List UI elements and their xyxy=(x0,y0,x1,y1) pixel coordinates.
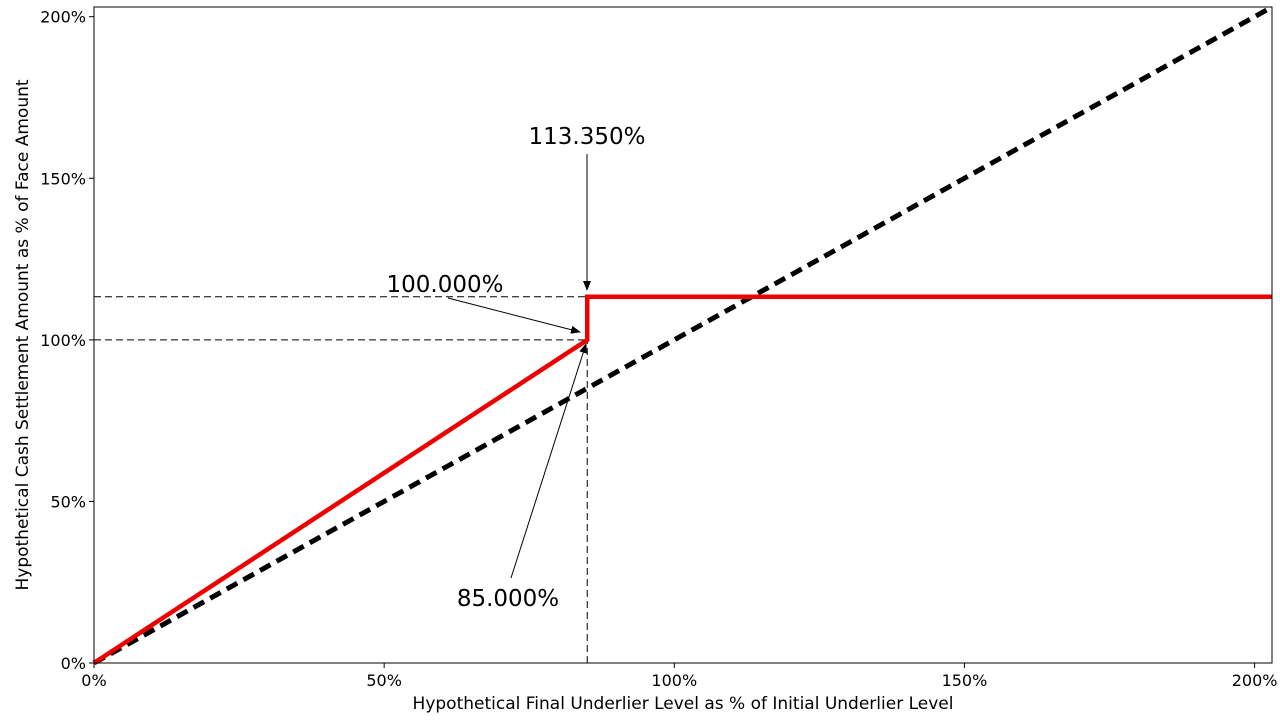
x-tick-label-0: 0% xyxy=(81,671,106,690)
series-dashed-line xyxy=(92,4,1274,666)
y-axis-label: Hypothetical Cash Settlement Amount as %… xyxy=(13,79,33,590)
reference-lines xyxy=(94,296,588,663)
y-tick-label-2: 100% xyxy=(40,331,86,350)
y-tick-label-3: 150% xyxy=(40,169,86,188)
annotation-label-0: 113.350% xyxy=(529,124,646,150)
plot-frame xyxy=(93,6,1273,664)
annotation-label-2: 85.000% xyxy=(457,586,559,612)
x-tick-label-2: 100% xyxy=(651,671,697,690)
x-axis-ticks: 0% 50% 100% 150% 200% xyxy=(81,663,1277,690)
y-tick-label-1: 50% xyxy=(50,492,86,511)
y-tick-label-0: 0% xyxy=(61,654,86,673)
annotation-label-1: 100.000% xyxy=(387,272,504,298)
series-solid-line xyxy=(92,294,1272,665)
annotations: 113.350% 100.000% 85.000% xyxy=(387,124,646,612)
series-layer xyxy=(92,4,1274,666)
annotation-arrow-1 xyxy=(447,297,581,334)
y-tick-label-4: 200% xyxy=(40,8,86,27)
x-tick-label-4: 200% xyxy=(1232,671,1278,690)
annotation-arrow-2 xyxy=(510,343,588,579)
x-tick-label-1: 50% xyxy=(366,671,402,690)
y-axis-ticks: 0% 50% 100% 150% 200% xyxy=(40,8,94,673)
x-tick-label-3: 150% xyxy=(942,671,988,690)
x-axis-label: Hypothetical Final Underlier Level as % … xyxy=(413,694,954,714)
